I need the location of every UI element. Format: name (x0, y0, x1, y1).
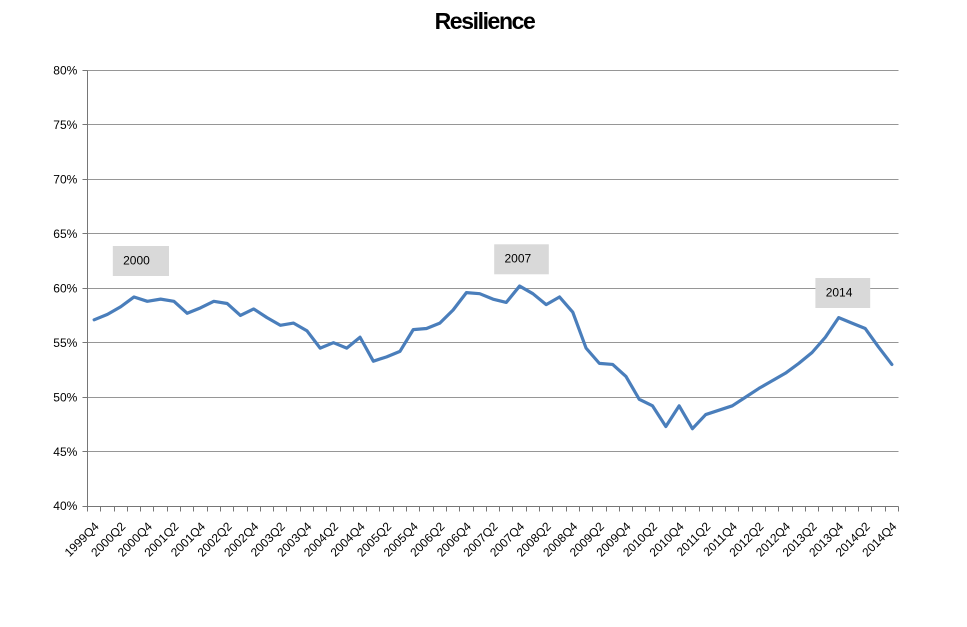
svg-text:40%: 40% (53, 499, 77, 513)
svg-text:60%: 60% (53, 281, 77, 295)
svg-text:70%: 70% (53, 173, 77, 187)
svg-text:75%: 75% (53, 118, 77, 132)
svg-text:2007: 2007 (505, 252, 532, 266)
svg-text:50%: 50% (53, 390, 77, 404)
svg-text:65%: 65% (53, 227, 77, 241)
svg-text:55%: 55% (53, 336, 77, 350)
svg-text:Resilience: Resilience (435, 8, 535, 34)
svg-text:45%: 45% (53, 445, 77, 459)
svg-text:2014: 2014 (826, 285, 853, 299)
svg-text:2000: 2000 (123, 253, 150, 267)
svg-text:80%: 80% (53, 64, 77, 78)
